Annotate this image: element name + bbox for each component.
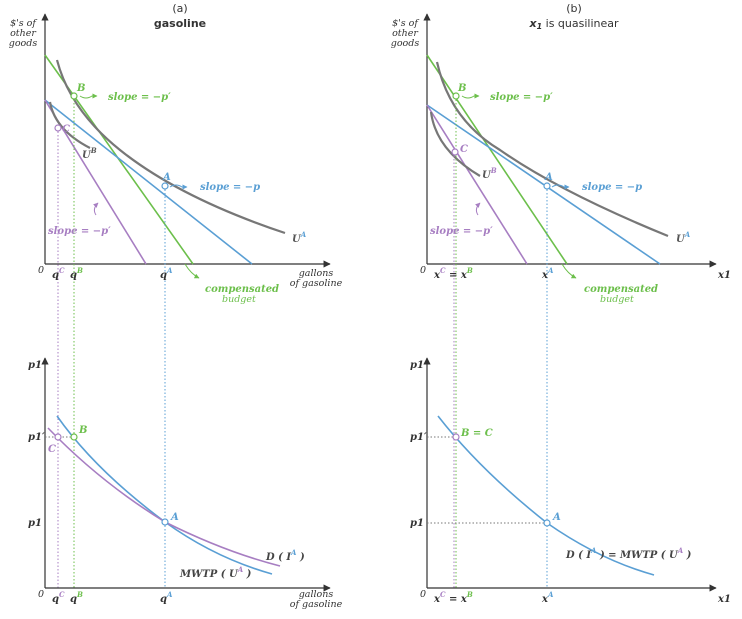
panel-a-UB-label: UB xyxy=(82,146,97,161)
panel-a-x-label: gallons of gasoline xyxy=(290,268,343,289)
panel-b-UB-label: UB xyxy=(482,166,497,181)
panel-b-x-label-bottom: x1 xyxy=(717,594,731,605)
panel-b-bottom-label-A: A xyxy=(552,512,561,523)
panel-a-bottom-label-A: A xyxy=(170,512,179,523)
panel-b-p1-axis-label: p1 xyxy=(410,360,424,371)
panel-b-compensated: compensated xyxy=(584,284,658,295)
panel-b-title: x1 is quasilinear xyxy=(528,17,619,31)
panel-a-point-A xyxy=(161,182,169,190)
panel-b-slope-green-arrow xyxy=(461,93,480,99)
panel-b-new-budget xyxy=(426,104,528,265)
panel-b-slope-green: slope = −p′ xyxy=(490,92,553,103)
panel-a-tick-qC: qC xyxy=(52,266,65,281)
panel-a-y-label: $'s of other goods xyxy=(9,18,38,49)
panel-b-compensated-arrow xyxy=(561,263,577,279)
panel-b-tick-xA: xA xyxy=(541,266,554,281)
panel-b-origin-bottom: 0 xyxy=(420,589,426,600)
panel-a-slope-blue-arrow xyxy=(169,184,188,190)
panel-b-UA-curve xyxy=(435,61,669,238)
panel-b-letter: (b) xyxy=(566,2,582,15)
panel-a-p1-axis-label: p1 xyxy=(28,360,42,371)
panel-a-bottom-label-C: C xyxy=(48,444,56,455)
panel-a-label-B: B xyxy=(76,83,85,94)
panel-b-point-B xyxy=(452,92,460,100)
panel-a-UA-label: UA xyxy=(292,230,307,245)
panel-a-tick-qB: qB xyxy=(70,266,83,281)
panel-a-bottom-tick-qB: qB xyxy=(70,590,83,605)
panel-a: (a) gasoline $'s of other goods 0 gallons o… xyxy=(9,2,343,610)
panel-a-bottom-point-B xyxy=(70,433,78,441)
panel-a-p1: p1 xyxy=(28,518,42,529)
panel-a-origin: 0 xyxy=(38,265,44,276)
panel-b-label-C: C xyxy=(460,144,468,155)
panel-b-budget-line xyxy=(426,104,661,265)
panel-b-bottom-point-BC xyxy=(452,433,460,441)
panel-a-slope-purple-arrow xyxy=(93,202,99,216)
panel-b-point-A xyxy=(543,182,551,190)
panel-b-bottom-tick-xA: xA xyxy=(541,590,554,605)
panel-b: (b) x1 is quasilinear $'s of other goods 0… xyxy=(391,2,731,605)
panel-a-slope-green-arrow xyxy=(79,93,98,99)
panel-a-label-A: A xyxy=(162,172,171,183)
panel-a-UA-curve xyxy=(55,59,286,235)
panel-a-bottom-tick-qC: qC xyxy=(52,590,65,605)
panel-a-bottom-point-C xyxy=(54,433,62,441)
panel-a-demand-label: D ( IA ) xyxy=(265,548,305,563)
panel-b-p1prime: p1′ xyxy=(410,432,427,443)
panel-a-compensated: compensated xyxy=(205,284,279,295)
panel-a-compensated-arrow xyxy=(184,263,200,279)
panel-a-budget: budget xyxy=(222,294,256,305)
panel-b-tick-xC-xB: xC = xB xyxy=(433,266,473,281)
panel-a-bottom-label-B: B xyxy=(78,425,87,436)
panel-a-bottom-point-A xyxy=(161,518,169,526)
panel-b-bottom-tick-xC-xB: xC = xB xyxy=(433,590,473,605)
panel-b-y-label: $'s of other goods xyxy=(391,18,420,49)
panel-a-budget-line xyxy=(44,99,253,265)
panel-a-x-label-bottom: gallons of gasoline xyxy=(290,589,343,610)
panel-b-point-C xyxy=(451,148,459,156)
panel-a-letter: (a) xyxy=(172,2,187,15)
panel-b-slope-blue: slope = −p xyxy=(582,182,642,193)
panel-a-slope-purple: slope = −p′ xyxy=(48,226,111,237)
panel-a-mwtp-label: MWTP ( UA ) xyxy=(179,565,252,580)
panel-a-slope-blue: slope = −p xyxy=(200,182,260,193)
panel-b-bottom-label-BC: B = C xyxy=(460,428,493,439)
panel-a-UB-curve xyxy=(48,101,91,149)
panel-b-slope-purple-arrow xyxy=(475,202,481,216)
panel-a-p1prime: p1′ xyxy=(28,432,45,443)
panel-b-UB-curve xyxy=(429,111,481,177)
panel-a-slope-green: slope = −p′ xyxy=(108,92,171,103)
panel-b-bottom-point-A xyxy=(543,519,551,527)
panel-b-slope-purple: slope = −p′ xyxy=(430,226,493,237)
panel-b-UA-label: UA xyxy=(676,230,691,245)
panel-a-origin-bottom: 0 xyxy=(38,589,44,600)
panel-a-point-C xyxy=(54,124,62,132)
panel-a-title: gasoline xyxy=(154,17,206,30)
panel-b-compensated-budget xyxy=(426,54,568,265)
panel-b-origin: 0 xyxy=(420,265,426,276)
panel-b-demand-label: D ( IA ) = MWTP ( UA ) xyxy=(565,546,692,561)
panel-b-budget: budget xyxy=(600,294,634,305)
panel-b-slope-blue-arrow xyxy=(551,184,570,190)
panel-a-tick-qA: qA xyxy=(160,266,173,281)
panel-a-bottom-tick-qA: qA xyxy=(160,590,173,605)
panel-b-p1: p1 xyxy=(410,518,424,529)
panel-b-label-A: A xyxy=(544,172,553,183)
panel-b-x-label: x1 xyxy=(717,270,731,281)
panel-a-point-B xyxy=(70,92,78,100)
panel-a-label-C: C xyxy=(62,124,70,135)
panel-b-label-B: B xyxy=(457,83,466,94)
